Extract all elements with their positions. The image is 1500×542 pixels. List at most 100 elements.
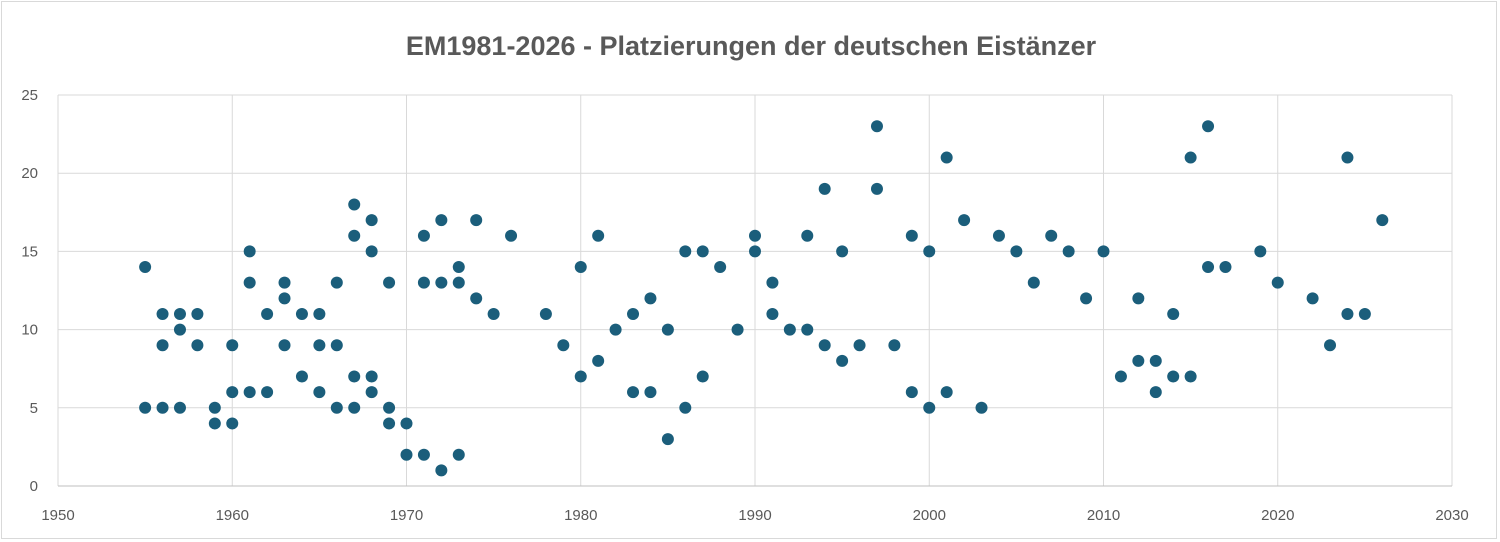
data-point bbox=[470, 214, 483, 227]
data-point bbox=[749, 229, 761, 242]
data-point bbox=[278, 276, 291, 289]
data-point bbox=[679, 245, 692, 258]
data-point bbox=[905, 229, 918, 242]
data-point bbox=[1062, 245, 1075, 258]
data-point bbox=[191, 307, 204, 320]
data-point bbox=[836, 354, 849, 367]
data-point bbox=[870, 182, 883, 195]
data-point bbox=[452, 261, 465, 274]
data-point bbox=[330, 276, 343, 289]
data-point bbox=[487, 307, 500, 320]
data-point bbox=[191, 339, 204, 352]
data-point bbox=[261, 307, 274, 320]
x-tick-label: 2000 bbox=[913, 507, 946, 524]
data-point bbox=[313, 386, 326, 399]
data-point bbox=[1132, 292, 1145, 305]
data-point bbox=[139, 401, 152, 414]
data-point bbox=[609, 323, 622, 336]
data-point bbox=[348, 370, 361, 383]
data-point bbox=[574, 370, 587, 383]
data-point bbox=[679, 401, 692, 414]
data-point bbox=[365, 386, 378, 399]
data-point bbox=[801, 229, 814, 242]
data-point bbox=[661, 323, 674, 336]
data-point bbox=[348, 198, 361, 211]
data-point bbox=[627, 307, 640, 320]
y-tick-label: 5 bbox=[30, 400, 38, 417]
data-point bbox=[539, 307, 552, 320]
data-point bbox=[940, 386, 953, 399]
data-point bbox=[1219, 261, 1232, 274]
data-point bbox=[574, 261, 587, 274]
data-point bbox=[836, 245, 849, 258]
data-point bbox=[348, 401, 361, 414]
data-point bbox=[1341, 151, 1354, 164]
data-point bbox=[1167, 307, 1180, 320]
data-point bbox=[278, 339, 291, 352]
data-point bbox=[417, 448, 430, 461]
data-point bbox=[330, 401, 343, 414]
data-point bbox=[1149, 354, 1162, 367]
data-point bbox=[749, 245, 761, 258]
chart-title: EM1981-2026 - Platzierungen der deutsche… bbox=[406, 31, 1097, 61]
data-point bbox=[383, 276, 396, 289]
x-tick-label: 1990 bbox=[738, 507, 771, 524]
data-point bbox=[348, 229, 361, 242]
data-point bbox=[888, 339, 901, 352]
data-point bbox=[156, 339, 169, 352]
y-tick-label: 10 bbox=[21, 322, 38, 339]
data-point bbox=[853, 339, 866, 352]
data-point bbox=[156, 307, 169, 320]
data-point bbox=[1202, 120, 1215, 133]
x-tick-label: 1950 bbox=[41, 507, 74, 524]
y-axis-ticks: 0 5 10 15 20 25 bbox=[21, 87, 38, 495]
data-point bbox=[1149, 386, 1162, 399]
data-point bbox=[1114, 370, 1127, 383]
data-point bbox=[452, 448, 465, 461]
data-point bbox=[1010, 245, 1023, 258]
data-point bbox=[505, 229, 518, 242]
data-point bbox=[365, 245, 378, 258]
x-tick-label: 1970 bbox=[390, 507, 423, 524]
data-point bbox=[592, 354, 605, 367]
data-point bbox=[1271, 276, 1284, 289]
data-point bbox=[644, 292, 657, 305]
x-tick-label: 1960 bbox=[216, 507, 249, 524]
data-point bbox=[731, 323, 744, 336]
data-point bbox=[313, 307, 326, 320]
data-point bbox=[1097, 245, 1110, 258]
data-point bbox=[1045, 229, 1058, 242]
x-tick-label: 2010 bbox=[1087, 507, 1120, 524]
x-axis-ticks: 1950 1960 1970 1980 1990 2000 2010 2020 2030 bbox=[41, 507, 1468, 524]
data-point bbox=[766, 307, 779, 320]
data-point bbox=[417, 276, 430, 289]
data-point bbox=[923, 401, 936, 414]
data-point bbox=[383, 401, 396, 414]
data-point bbox=[208, 401, 221, 414]
grid-lines bbox=[57, 94, 1453, 486]
data-point bbox=[801, 323, 814, 336]
data-point bbox=[435, 464, 448, 477]
data-point bbox=[365, 370, 378, 383]
data-point bbox=[208, 417, 221, 430]
data-point bbox=[1167, 370, 1180, 383]
data-point bbox=[156, 401, 169, 414]
data-point bbox=[1358, 307, 1371, 320]
data-point bbox=[557, 339, 570, 352]
data-point bbox=[1184, 370, 1197, 383]
data-point bbox=[958, 214, 971, 227]
data-point bbox=[313, 339, 326, 352]
y-tick-label: 0 bbox=[30, 478, 38, 495]
data-point bbox=[783, 323, 796, 336]
data-point bbox=[714, 261, 727, 274]
data-point bbox=[417, 229, 430, 242]
data-point bbox=[261, 386, 274, 399]
data-point bbox=[173, 401, 186, 414]
data-point bbox=[1306, 292, 1319, 305]
data-point bbox=[173, 323, 186, 336]
data-point bbox=[1341, 307, 1354, 320]
data-point bbox=[470, 292, 483, 305]
data-point bbox=[295, 370, 308, 383]
